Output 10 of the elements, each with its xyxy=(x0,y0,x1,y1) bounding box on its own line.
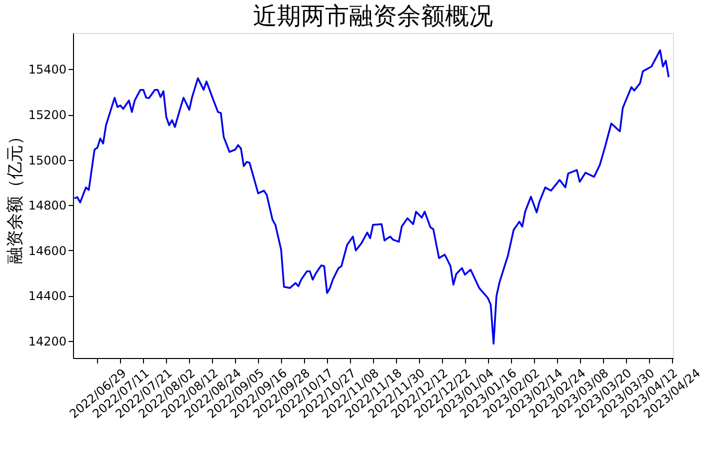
chart-title: 近期两市融资余额概况 xyxy=(253,2,493,30)
y-tick-label: 15200 xyxy=(28,108,66,122)
y-axis-title: 融资余额（亿元） xyxy=(5,128,26,264)
y-tick-label: 15000 xyxy=(28,153,66,168)
y-tick-label: 14800 xyxy=(28,198,66,213)
line-series xyxy=(74,49,670,345)
y-tick-label: 14600 xyxy=(28,244,66,258)
y-tick-label: 14400 xyxy=(28,289,66,304)
y-tick-label: 14200 xyxy=(28,334,66,349)
y-tick-label: 15400 xyxy=(28,62,66,77)
